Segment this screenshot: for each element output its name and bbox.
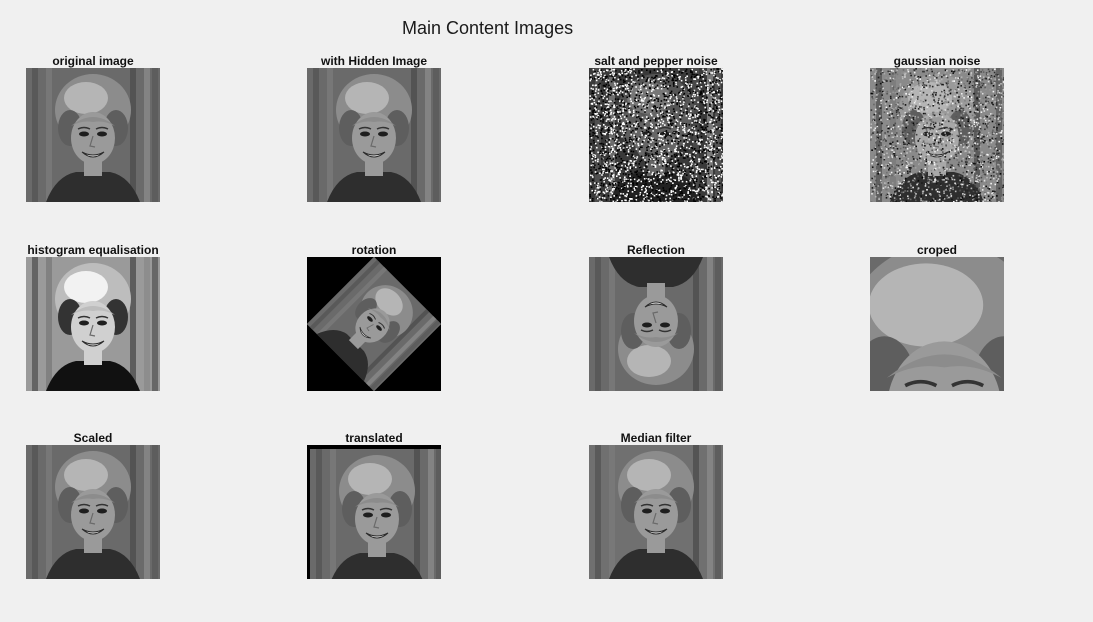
gaussian-illustration bbox=[870, 68, 1004, 202]
reflection-illustration bbox=[589, 257, 723, 391]
figure-title: Main Content Images bbox=[402, 18, 574, 38]
original-image bbox=[26, 68, 160, 202]
original-illustration bbox=[26, 68, 160, 202]
cropped-image bbox=[870, 257, 1004, 391]
histeq-illustration bbox=[26, 257, 160, 391]
hidden-image bbox=[307, 68, 441, 202]
gaussian-image bbox=[870, 68, 1004, 202]
panel-title: Scaled bbox=[73, 431, 113, 445]
salt-pepper-image bbox=[589, 68, 723, 202]
saltpepper-illustration bbox=[589, 68, 723, 202]
hidden-illustration bbox=[307, 68, 441, 202]
panel-title: croped bbox=[916, 243, 957, 257]
panel-title: salt and pepper noise bbox=[594, 54, 718, 68]
panel-title: rotation bbox=[351, 243, 397, 257]
translated-illustration bbox=[307, 445, 441, 579]
scaled-illustration bbox=[26, 445, 160, 579]
panel-title: with Hidden Image bbox=[320, 54, 427, 68]
median-illustration bbox=[589, 445, 723, 579]
panel-title: Median filter bbox=[620, 431, 692, 445]
panel-title: original image bbox=[52, 54, 134, 68]
reflection-image bbox=[589, 257, 723, 391]
median-image bbox=[589, 445, 723, 579]
rotation-illustration bbox=[307, 257, 441, 391]
rotation-image bbox=[307, 257, 441, 391]
panel-title: translated bbox=[345, 431, 403, 445]
panel-title: Reflection bbox=[626, 243, 685, 257]
translated-image bbox=[307, 445, 441, 579]
scaled-image bbox=[26, 445, 160, 579]
histeq-image bbox=[26, 257, 160, 391]
cropped-illustration bbox=[870, 257, 1004, 391]
panel-title: gaussian noise bbox=[893, 54, 981, 68]
panel-title: histogram equalisation bbox=[27, 243, 159, 257]
